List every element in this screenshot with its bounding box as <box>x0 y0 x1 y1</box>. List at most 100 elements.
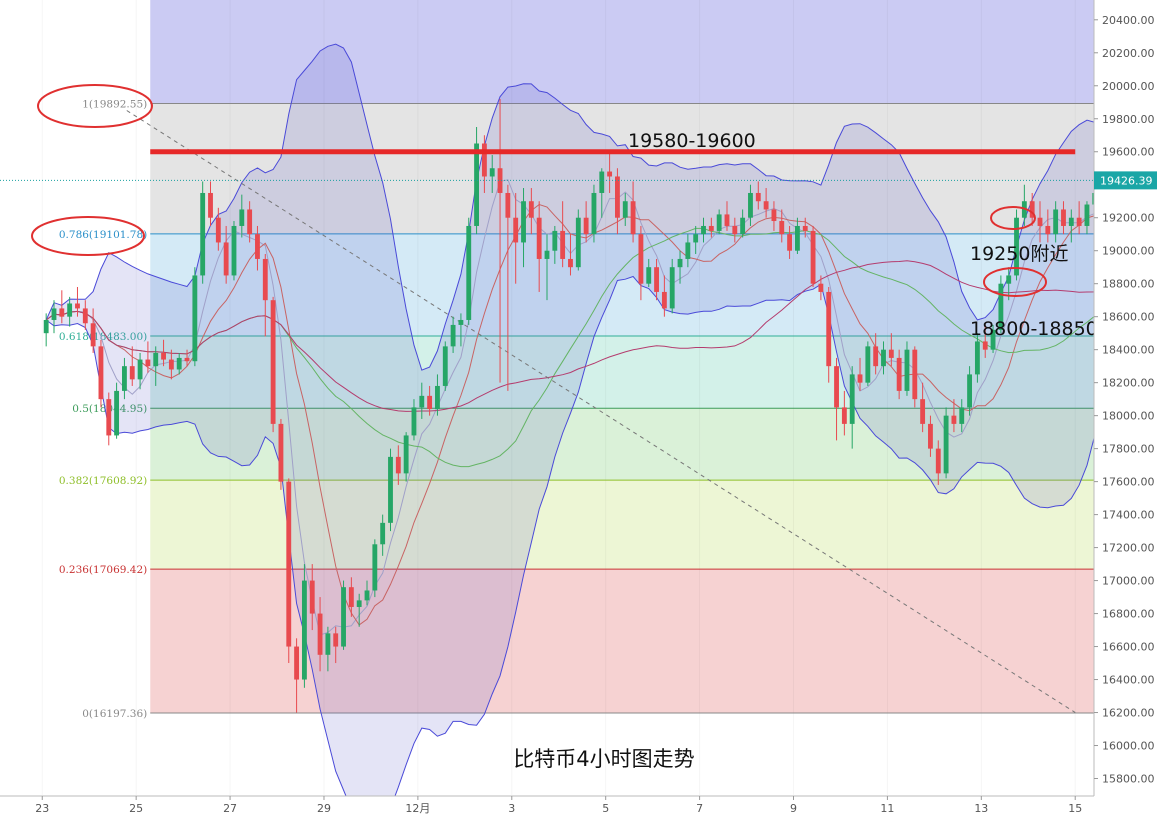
candle-body <box>701 225 706 235</box>
candle-body <box>168 359 174 370</box>
candle-body <box>998 283 1004 330</box>
candle-body <box>341 587 346 647</box>
price-tick-label: 18000.00 <box>1102 410 1155 423</box>
candle-body <box>294 646 300 680</box>
candle-body <box>262 258 268 301</box>
fib-zone <box>150 335 1123 409</box>
candle-body <box>607 171 613 177</box>
candle-body <box>255 234 260 259</box>
candle-body <box>75 303 80 309</box>
time-tick-label: 15 <box>1068 802 1082 815</box>
price-tick-label: 20400.00 <box>1102 14 1155 27</box>
fib-zone <box>150 480 1123 570</box>
support-2-label: 18800-18850 <box>970 318 1098 340</box>
candle-body <box>137 359 143 380</box>
price-tick-label: 18400.00 <box>1102 344 1155 357</box>
candle-body <box>497 168 503 193</box>
candle-body <box>301 580 307 680</box>
candle-body <box>153 352 159 367</box>
time-tick-label: 27 <box>223 802 237 815</box>
candle-body <box>372 544 378 591</box>
fib-1-circle <box>37 84 153 128</box>
fib-level-label: 1(19892.55) <box>82 98 147 110</box>
candle-body <box>1045 225 1051 235</box>
candle-body <box>599 171 605 193</box>
candle-body <box>646 267 652 284</box>
candle-body <box>333 633 339 647</box>
candle-body <box>106 399 112 436</box>
time-tick-label: 13 <box>974 802 988 815</box>
candle-body <box>834 366 839 408</box>
candle-body <box>959 407 965 424</box>
candle-body <box>654 267 659 292</box>
candle-body <box>450 324 456 347</box>
candle-body <box>928 423 933 449</box>
trend-line <box>126 110 1076 713</box>
candle-body <box>669 267 675 309</box>
candle-body <box>435 385 440 410</box>
candle-body <box>247 209 253 235</box>
candle-body <box>904 349 910 391</box>
candle-body <box>442 346 448 386</box>
price-tick-label: 17600.00 <box>1102 476 1155 489</box>
candle-body <box>200 192 206 276</box>
time-tick-label: 23 <box>35 802 49 815</box>
time-tick-label: 25 <box>129 802 143 815</box>
candle-body <box>873 346 879 367</box>
candle-body <box>896 357 902 391</box>
price-tick-label: 19800.00 <box>1102 113 1155 126</box>
time-tick-label: 3 <box>508 802 515 815</box>
candle-body <box>388 456 393 523</box>
candle-body <box>568 258 573 268</box>
candle-body <box>521 201 526 243</box>
price-tick-label: 18600.00 <box>1102 311 1155 324</box>
candle-body <box>176 357 182 370</box>
bollinger-lower <box>45 275 1143 820</box>
candle-body <box>787 234 793 251</box>
last-price-label: 19426.39 <box>1100 174 1153 187</box>
candle-body <box>826 291 832 367</box>
candle-body <box>865 346 871 383</box>
candle-body <box>693 234 699 243</box>
candle-body <box>1037 217 1043 226</box>
fib-level-label: 0.382(17608.92) <box>59 475 147 487</box>
time-tick-label: 9 <box>790 802 797 815</box>
candle-body <box>1084 204 1090 226</box>
candle-body <box>544 250 550 259</box>
price-tick-label: 17200.00 <box>1102 542 1155 555</box>
fib-zone <box>150 103 1123 234</box>
candle-body <box>184 357 190 362</box>
candle-body <box>1053 209 1059 235</box>
candle-body <box>638 234 644 284</box>
candle-body <box>841 407 847 424</box>
candle-body <box>161 352 166 360</box>
price-tick-label: 15800.00 <box>1102 773 1155 786</box>
candle-body <box>427 395 433 410</box>
price-tick-label: 17400.00 <box>1102 509 1155 522</box>
candle-body <box>231 225 237 276</box>
candle-body <box>121 366 127 391</box>
candle-body <box>1076 217 1082 226</box>
time-tick-label: 7 <box>696 802 703 815</box>
candle-body <box>223 242 229 276</box>
candle-body <box>794 225 800 251</box>
price-tick-label: 16400.00 <box>1102 674 1155 687</box>
candle-body <box>356 600 362 607</box>
chart-title: 比特币4小时图走势 <box>513 747 694 771</box>
candle-body <box>810 230 816 284</box>
price-tick-label: 19200.00 <box>1102 212 1155 225</box>
time-tick-label: 12月 <box>405 802 430 815</box>
fib-level-label: 0.786(19101.78) <box>59 229 147 241</box>
price-tick-label: 20200.00 <box>1102 47 1155 60</box>
resistance-label: 19580-19600 <box>628 130 756 152</box>
candle-body <box>560 230 566 259</box>
candle-body <box>708 225 714 231</box>
price-tick-label: 17800.00 <box>1102 443 1155 456</box>
time-tick-label: 5 <box>602 802 609 815</box>
candle-body <box>685 242 691 259</box>
time-axis-background <box>0 796 1094 820</box>
candle-body <box>239 209 245 226</box>
time-tick-label: 29 <box>317 802 331 815</box>
